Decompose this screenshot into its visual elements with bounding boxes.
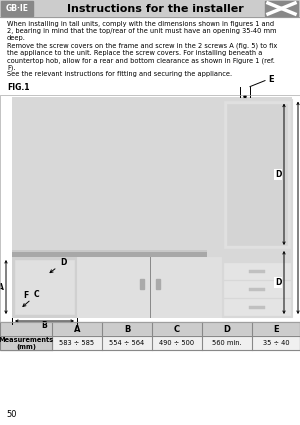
Text: D: D [275,278,281,287]
Text: GB·IE: GB·IE [5,4,28,13]
Bar [249,287,265,291]
Bar [0,336,52,350]
Bar [249,269,265,272]
Bar [12,250,207,252]
Bar [224,263,290,279]
Text: C: C [174,325,180,334]
Bar [0,95,300,322]
Text: B: B [124,325,130,334]
Bar [227,104,287,245]
Text: 50: 50 [6,410,16,419]
Text: B: B [42,320,47,329]
Bar [15,260,74,314]
Bar [224,299,290,315]
Text: A: A [0,283,4,292]
Bar [0,322,300,350]
Bar [140,279,143,289]
Text: D: D [50,258,66,273]
Bar [265,1,298,16]
Bar [249,306,265,309]
Bar [77,257,222,317]
Bar [0,95,300,322]
Text: FIG.1: FIG.1 [7,82,29,92]
Text: 560 min.: 560 min. [212,340,242,346]
Bar [12,96,292,294]
Text: 35 ÷ 40: 35 ÷ 40 [263,340,289,346]
Text: 2, bearing in mind that the top/rear of the unit must have an opening 35-40 mm: 2, bearing in mind that the top/rear of … [7,28,277,34]
Text: Measurements
(mm): Measurements (mm) [0,337,54,349]
Bar [224,101,290,248]
Bar [0,336,300,350]
Bar [12,250,207,257]
Text: F).: F). [7,64,16,71]
Bar [12,257,77,317]
Text: C: C [23,290,40,306]
Text: See the relevant instructions for fitting and securing the appliance.: See the relevant instructions for fittin… [7,71,232,77]
Text: D: D [275,170,281,179]
Text: deep.: deep. [7,35,26,41]
Text: the appliance to the unit. Replace the screw covers. For installing beneath a: the appliance to the unit. Replace the s… [7,50,262,56]
Text: countertop hob, allow for a rear and bottom clearance as shown in Figure 1 (ref.: countertop hob, allow for a rear and bot… [7,57,275,63]
Text: F: F [23,291,28,300]
Text: 554 ÷ 564: 554 ÷ 564 [110,340,145,346]
Text: D: D [224,325,230,334]
Bar [1,1,33,16]
Text: E: E [273,325,279,334]
Bar [222,99,292,317]
Bar [224,281,290,297]
Text: A: A [74,325,80,334]
Text: 490 ÷ 500: 490 ÷ 500 [159,340,195,346]
Text: Remove the screw covers on the frame and screw in the 2 screws A (fig. 5) to fix: Remove the screw covers on the frame and… [7,42,277,49]
Text: When installing in tall units, comply with the dimensions shown in figures 1 and: When installing in tall units, comply wi… [7,21,274,27]
Bar [155,279,160,289]
Text: Instructions for the installer: Instructions for the installer [67,3,243,14]
Bar [0,0,300,17]
Text: 583 ÷ 585: 583 ÷ 585 [59,340,94,346]
Bar [0,322,300,336]
Text: E: E [268,75,274,84]
